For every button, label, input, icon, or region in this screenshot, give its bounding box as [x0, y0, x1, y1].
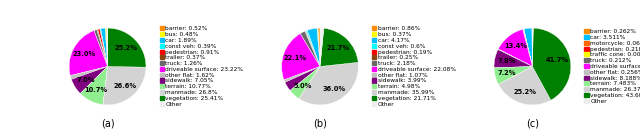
- Wedge shape: [320, 28, 324, 66]
- Text: 25.2%: 25.2%: [115, 45, 138, 51]
- Text: 26.6%: 26.6%: [113, 83, 136, 89]
- Wedge shape: [103, 66, 146, 105]
- Wedge shape: [320, 28, 358, 66]
- Wedge shape: [524, 28, 532, 66]
- Wedge shape: [305, 31, 320, 66]
- Wedge shape: [306, 30, 320, 66]
- Text: 22.1%: 22.1%: [284, 55, 307, 61]
- Wedge shape: [285, 66, 320, 91]
- Wedge shape: [499, 29, 532, 66]
- Wedge shape: [523, 29, 532, 66]
- Legend: barrier: 0.262%, car: 3.511%, motorcycle: 0.069%, pedestrian: 0.218%, traffic co: barrier: 0.262%, car: 3.511%, motorcycle…: [584, 29, 640, 104]
- Text: 7.0%: 7.0%: [76, 77, 95, 83]
- X-axis label: (c): (c): [526, 118, 539, 128]
- Wedge shape: [282, 34, 320, 80]
- Wedge shape: [98, 29, 108, 66]
- Wedge shape: [80, 66, 108, 105]
- Wedge shape: [494, 66, 532, 84]
- Legend: barrier: 0.86%, bus: 0.37%, car: 4.17%, const veh: 0.6%, pedestrian: 0.19%, trai: barrier: 0.86%, bus: 0.37%, car: 4.17%, …: [371, 26, 456, 107]
- Wedge shape: [100, 28, 108, 66]
- Text: 5.0%: 5.0%: [293, 83, 312, 89]
- Wedge shape: [523, 29, 532, 66]
- Wedge shape: [494, 49, 532, 68]
- Legend: barrier: 0.52%, bus: 0.48%, car: 1.89%, const veh: 0.39%, pedestrian: 0.91%, tra: barrier: 0.52%, bus: 0.48%, car: 1.89%, …: [159, 26, 244, 107]
- Wedge shape: [524, 29, 532, 66]
- Wedge shape: [290, 66, 320, 99]
- Wedge shape: [105, 28, 108, 66]
- Wedge shape: [532, 28, 571, 100]
- Text: 25.2%: 25.2%: [513, 88, 536, 95]
- Text: 23.0%: 23.0%: [73, 51, 96, 57]
- X-axis label: (b): (b): [313, 118, 327, 128]
- Text: 41.7%: 41.7%: [547, 57, 570, 63]
- Wedge shape: [284, 66, 320, 82]
- Wedge shape: [318, 28, 320, 66]
- Wedge shape: [100, 29, 108, 66]
- Wedge shape: [532, 28, 533, 66]
- Text: 10.7%: 10.7%: [84, 87, 108, 93]
- Wedge shape: [106, 28, 108, 66]
- Wedge shape: [300, 31, 320, 66]
- Wedge shape: [72, 66, 108, 93]
- Wedge shape: [69, 31, 108, 76]
- Text: 7.8%: 7.8%: [498, 58, 516, 64]
- Text: 21.7%: 21.7%: [327, 45, 350, 51]
- Text: 36.0%: 36.0%: [322, 86, 345, 92]
- Wedge shape: [499, 66, 551, 105]
- Text: 7.2%: 7.2%: [498, 70, 516, 76]
- Wedge shape: [70, 66, 108, 79]
- Wedge shape: [523, 29, 532, 66]
- Wedge shape: [305, 31, 320, 66]
- Wedge shape: [94, 30, 108, 66]
- X-axis label: (a): (a): [100, 118, 115, 128]
- Wedge shape: [498, 49, 532, 66]
- Wedge shape: [299, 62, 358, 105]
- Wedge shape: [108, 28, 146, 67]
- Text: 13.4%: 13.4%: [504, 43, 527, 49]
- Wedge shape: [317, 28, 320, 66]
- Wedge shape: [307, 28, 320, 66]
- Wedge shape: [97, 29, 108, 66]
